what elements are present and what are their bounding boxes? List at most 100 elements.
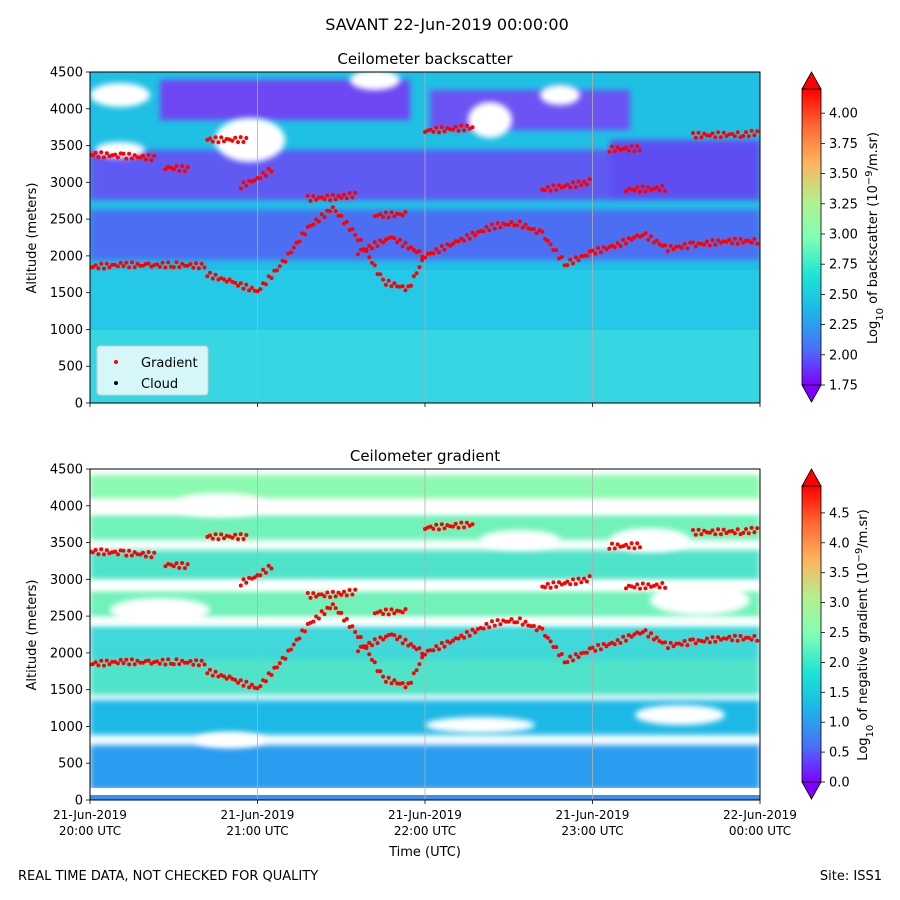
gradient-point	[344, 196, 349, 201]
gradient-point	[732, 531, 737, 536]
gradient-point	[208, 270, 212, 275]
gradient-point	[182, 660, 187, 665]
gradient-point	[551, 183, 556, 188]
gradient-point	[208, 136, 212, 141]
gradient-point	[584, 253, 589, 258]
gradient-point	[347, 588, 352, 592]
gradient-point	[141, 153, 145, 158]
gradient-point	[484, 224, 489, 229]
gradient-point	[624, 241, 628, 246]
gradient-point	[400, 610, 405, 615]
gradient-point	[297, 239, 302, 244]
gradient-point	[381, 637, 386, 642]
gradient-point	[247, 288, 252, 293]
y-tick-label: 500	[58, 360, 83, 375]
gradient-colorbar-extend-min	[801, 781, 822, 800]
gradient-point	[721, 130, 726, 135]
gradient-point	[96, 552, 101, 557]
gradient-point	[439, 244, 444, 248]
gradient-point	[576, 258, 581, 263]
gradient-point	[646, 185, 651, 190]
gradient-point	[194, 261, 199, 266]
gradient-point	[420, 655, 425, 660]
quality-disclaimer: REAL TIME DATA, NOT CHECKED FOR QUALITY	[18, 869, 319, 884]
colorbar-tick-label: 2.0	[829, 656, 850, 671]
gradient-point	[370, 260, 374, 265]
gradient-point	[367, 243, 372, 248]
gradient-point	[417, 646, 422, 651]
gradient-point	[428, 251, 433, 256]
gradient-point	[258, 176, 263, 181]
gradient-point	[615, 542, 620, 547]
gradient-point	[531, 227, 536, 231]
legend-gradient-label: Gradient	[141, 356, 198, 371]
gradient-point	[752, 237, 757, 241]
gradient-point	[654, 238, 659, 243]
gradient-point	[629, 237, 634, 242]
gradient-point	[691, 240, 695, 245]
gradient-point	[344, 616, 349, 621]
y-tick-label: 1000	[50, 323, 83, 338]
gradient-point	[339, 213, 344, 218]
gradient-point	[409, 283, 413, 288]
gradient-point	[587, 574, 592, 579]
gradient-point	[353, 233, 358, 237]
gradient-point	[710, 238, 715, 243]
backscatter-gradient-points	[90, 123, 760, 294]
gradient-point	[685, 246, 690, 251]
gradient-point	[188, 659, 193, 663]
gradient-point	[651, 240, 656, 245]
gradient-point	[347, 191, 352, 195]
gradient-point	[336, 193, 341, 198]
colorbar-tick-label: 3.0	[829, 596, 850, 611]
gradient-point	[582, 179, 587, 184]
gradient-point	[710, 635, 715, 640]
gradient-point	[146, 550, 151, 554]
gradient-point	[746, 531, 751, 536]
gradient-point	[269, 169, 274, 174]
backscatter-x-ticks	[89, 403, 761, 407]
gradient-point	[107, 662, 112, 667]
gradient-point	[732, 633, 737, 638]
figure-title: SAVANT 22-Jun-2019 00:00:00	[325, 15, 569, 34]
gradient-point	[202, 662, 207, 667]
gradient-point	[554, 187, 559, 192]
gradient-point	[621, 634, 626, 639]
gradient-point	[442, 644, 447, 649]
gradient-point	[495, 618, 500, 623]
gradient-point	[732, 236, 737, 241]
gradient-point	[261, 170, 266, 175]
gradient-point	[129, 156, 134, 161]
gradient-point	[744, 527, 748, 532]
gradient-point	[534, 231, 539, 236]
backscatter-colorbar-body	[802, 89, 821, 385]
gradient-point	[143, 554, 148, 559]
gradient-point	[456, 239, 461, 244]
gradient-point	[755, 638, 760, 643]
gradient-point	[400, 213, 405, 218]
gradient-point	[663, 243, 668, 248]
gradient-point	[297, 636, 302, 641]
gradient-point	[718, 532, 723, 537]
gradient-point	[490, 619, 494, 624]
gradient-point	[104, 548, 109, 553]
gradient-point	[417, 265, 422, 270]
gradient-point	[182, 169, 187, 174]
gradient-point	[735, 130, 740, 135]
gradient-point	[467, 633, 472, 638]
gradient-point	[721, 527, 726, 532]
gradient-point	[241, 140, 246, 144]
gradient-colorbar-ticks: 0.0 0.5 1.0 1.5 2.0 2.5 3.0 3.5 4.0 4.5	[821, 506, 850, 791]
gradient-point	[244, 282, 249, 287]
gradient-point	[646, 582, 651, 587]
gradient-point	[236, 140, 240, 145]
gradient-point	[598, 250, 603, 255]
gradient-point	[565, 579, 570, 584]
gradient-point	[626, 545, 631, 550]
x-tick-label-date: 21-Jun-2019	[221, 808, 295, 822]
gradient-point	[638, 189, 642, 194]
gradient-point	[601, 642, 606, 646]
gradient-point	[174, 164, 179, 169]
gradient-point	[495, 221, 500, 226]
